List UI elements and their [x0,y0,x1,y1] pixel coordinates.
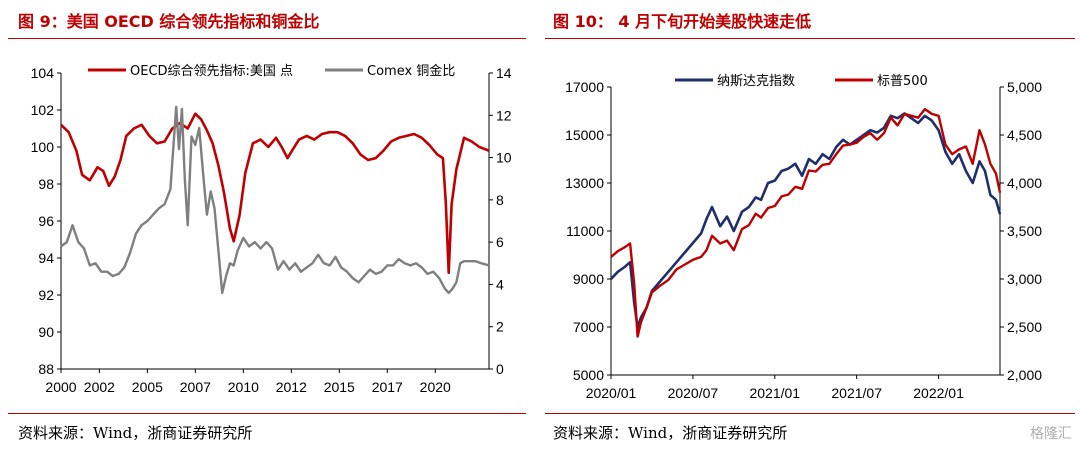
title-rule [8,38,526,39]
y-left-tick-label: 98 [38,176,54,192]
y-left-tick-label: 17000 [565,79,604,95]
figure-10-panel: 图 10： 4 月下旬开始美股快速走低 5000 7000 9000 11000 130… [545,0,1080,449]
y-left-tick-label: 90 [38,324,54,340]
y-right-tick-label: 4 [496,276,504,292]
legend-label-2: 标普500 [877,74,928,89]
y-left-tick-label: 104 [31,65,55,81]
y-right-tick-label: 14 [496,65,512,81]
series-line-2 [610,107,1002,338]
x-tick-label: 2000 [45,379,76,395]
y-left-tick-label: 92 [38,287,54,303]
watermark-logo: 格隆汇 [1030,426,1072,442]
figure-9-source: 资料来源：Wind，浙商证券研究所 [18,424,253,442]
y-left-tick-label: 9000 [573,271,604,287]
y-right-tick-label: 2 [496,319,504,335]
y-left-tick-label: 7000 [573,319,604,335]
y-right-tick-label: 3,000 [1007,271,1042,287]
y-left-tick-label: 88 [38,361,54,377]
y-left-tick-label: 96 [38,213,54,229]
y-right-tick-label: 12 [496,107,512,123]
y-left-tick-label: 13000 [565,175,604,191]
x-tick-label: 2022/01 [913,385,964,401]
y-right-tick-label: 6 [496,234,504,250]
x-tick-label: 2002 [84,379,115,395]
y-right-tick-label: 10 [496,150,512,166]
legend-label-1: OECD综合领先指标:美国 点 [130,64,293,79]
series-line-2 [60,105,490,295]
y-right-tick-label: 8 [496,192,504,208]
source-rule [545,413,1075,414]
y-left-tick-label: 11000 [566,223,604,239]
y-right-tick-label: 0 [496,361,504,377]
x-tick-label: 2020/01 [586,385,637,401]
y-right-tick-label: 2,500 [1007,319,1042,335]
source-rule [8,413,526,414]
figure-9-panel: 图 9：美国 OECD 综合领先指标和铜金比 88 90 92 94 96 98 100 10… [0,0,530,449]
series-line-1 [60,112,490,275]
x-tick-label: 2007 [180,379,211,395]
x-tick-label: 2020/07 [668,385,719,401]
y-left-tick-label: 100 [31,139,55,155]
y-right-tick-label: 4,000 [1007,175,1042,191]
y-right-tick-label: 2,000 [1007,367,1042,383]
x-tick-label: 2020 [420,379,451,395]
figure-10-source: 资料来源：Wind，浙商证券研究所 [553,424,788,442]
y-left-tick-label: 15000 [565,127,604,143]
legend-label-1: 纳斯达克指数 [717,74,795,89]
y-right-tick-label: 5,000 [1007,79,1042,95]
x-tick-label: 2021/01 [749,385,800,401]
legend-label-2: Comex 铜金比 [367,63,455,79]
x-tick-label: 2010 [228,379,259,395]
y-left-tick-label: 94 [38,250,54,266]
y-right-tick-label: 4,500 [1007,127,1042,143]
series-line-1 [610,112,1002,329]
y-left-tick-label: 102 [31,102,55,118]
x-tick-label: 2012 [276,379,307,395]
chart-nasdaq-sp500: 5000 7000 9000 11000 13000 15000 17000 2,000 2,5… [565,74,1042,401]
x-tick-label: 2021/07 [831,385,882,401]
x-tick-label: 2005 [132,379,163,395]
title-rule [545,38,1075,39]
y-right-tick-label: 3,500 [1007,223,1042,239]
x-tick-label: 2017 [372,379,403,395]
figure-9-title: 图 9：美国 OECD 综合领先指标和铜金比 [18,12,320,31]
y-left-tick-label: 5000 [573,367,604,383]
x-tick-label: 2015 [324,379,355,395]
chart-oecd-copper-gold: 88 90 92 94 96 98 100 102 104 0 2 4 6 8 10 12 14 2000 2002… [31,63,512,395]
figure-10-title: 图 10： 4 月下旬开始美股快速走低 [553,12,812,31]
